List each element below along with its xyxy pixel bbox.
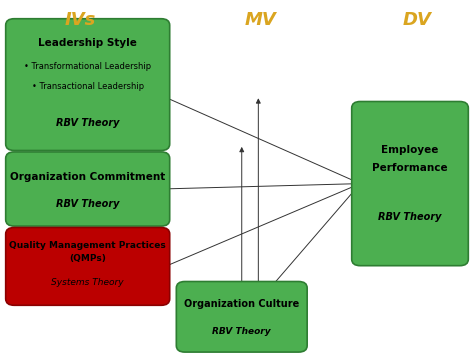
Text: DV: DV [403,11,431,29]
Text: RBV Theory: RBV Theory [56,199,119,209]
Text: RBV Theory: RBV Theory [56,118,119,127]
FancyBboxPatch shape [6,228,170,305]
Text: Performance: Performance [372,163,448,174]
Text: Leadership Style: Leadership Style [38,38,137,48]
Text: • Transactional Leadership: • Transactional Leadership [32,82,144,91]
Text: Systems Theory: Systems Theory [51,278,124,287]
FancyBboxPatch shape [352,102,468,266]
Text: (QMPs): (QMPs) [69,254,106,263]
FancyBboxPatch shape [6,152,170,226]
Text: • Transformational Leadership: • Transformational Leadership [24,62,151,71]
Text: RBV Theory: RBV Theory [378,212,442,222]
Text: Quality Management Practices: Quality Management Practices [9,241,166,250]
FancyBboxPatch shape [176,282,307,352]
Text: MV: MV [245,11,276,29]
FancyBboxPatch shape [6,19,170,150]
Text: Organization Culture: Organization Culture [184,299,300,309]
Text: Employee: Employee [381,145,439,155]
Text: RBV Theory: RBV Theory [212,327,271,336]
Text: Organization Commitment: Organization Commitment [10,172,165,182]
Text: IVs: IVs [65,11,96,29]
